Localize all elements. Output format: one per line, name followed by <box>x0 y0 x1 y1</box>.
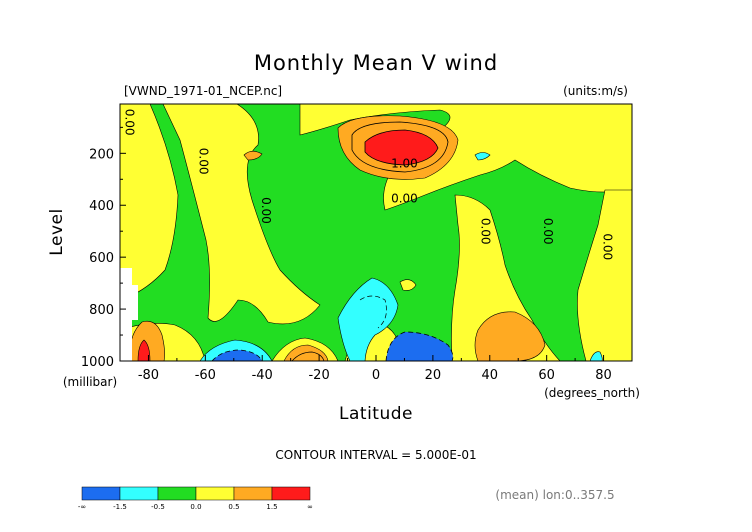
x-tick-label: -40 <box>252 368 273 383</box>
contour-label: 0.00 <box>541 218 555 245</box>
y-tick-label: 1000 <box>81 355 114 370</box>
contour-label: 0.00 <box>478 218 492 245</box>
missing-data-patch <box>120 268 132 361</box>
field-yellow-upper-mid <box>299 104 632 211</box>
averaging-text: (mean) lon:0..357.5 <box>495 488 614 502</box>
x-tick-label: 60 <box>538 368 555 383</box>
contour-line-tropics <box>359 295 387 329</box>
y-tick-label: 200 <box>89 147 114 162</box>
field-orange-lower-40n <box>474 311 546 361</box>
field-yellow-patch-20n <box>399 279 417 291</box>
contour-line-jet <box>351 121 449 173</box>
field-blue-lower-tropics <box>385 331 454 361</box>
dataset-label: [VWND_1971-01_NCEP.nc] <box>124 84 282 98</box>
colorbar-swatch <box>157 486 197 501</box>
y-units-label: (millibar) <box>63 375 117 389</box>
field-red-lower-south <box>137 339 151 361</box>
x-tick-label: -60 <box>195 368 216 383</box>
units-label: (units:m/s) <box>563 84 628 98</box>
contour-label: 0.00 <box>391 192 418 206</box>
colorbar-label: 0.5 <box>228 503 239 511</box>
y-tick-label: 800 <box>89 303 114 318</box>
y-axis-label: Level <box>47 208 67 255</box>
colorbar-swatch <box>195 486 235 501</box>
y-tick-label: 400 <box>89 199 114 214</box>
x-tick-label: 0 <box>372 368 380 383</box>
field-cyan-upper-patch <box>474 152 491 161</box>
y-tick-label: 600 <box>89 251 114 266</box>
field-red-jet-core <box>364 129 439 166</box>
colorbar-label: ∞ <box>307 503 313 511</box>
contour-interval-text: CONTOUR INTERVAL = 5.000E-01 <box>275 448 476 462</box>
contour-label: 0.00 <box>123 109 137 136</box>
missing-data-patch-2 <box>132 285 138 320</box>
colorbar-label: -1.5 <box>113 503 127 511</box>
contour-line-south <box>291 351 325 361</box>
x-tick-label: 20 <box>425 368 442 383</box>
colorbar-swatch <box>119 486 159 501</box>
contour-label: 1.00 <box>391 157 418 171</box>
colorbar-swatch <box>81 486 121 501</box>
field-orange-lower-mid-south <box>283 344 329 361</box>
contour-label: 0.00 <box>259 197 273 224</box>
y-axis: 200 400 600 800 1000 <box>81 126 126 370</box>
x-axis: -80 -60 -40 -20 0 20 40 60 80 <box>119 355 633 383</box>
contour-label: 0.00 <box>197 148 211 175</box>
colorbar-label: 0.0 <box>190 503 201 511</box>
contour-labels: 0.00 0.00 0.00 1.00 0.00 0.00 0.00 0.00 <box>123 109 615 260</box>
field-cyan-lower-north <box>589 351 603 361</box>
colorbar-swatch <box>271 486 311 501</box>
field-orange-upper-patch <box>243 150 263 161</box>
plot-area: 0.00 0.00 0.00 1.00 0.00 0.00 0.00 0.00 <box>120 104 632 361</box>
colorbar-label: -0.5 <box>151 503 165 511</box>
field-yellow-polar-south <box>120 104 179 301</box>
colorbar: -∞ -1.5 -0.5 0.0 0.5 1.5 ∞ <box>78 486 313 511</box>
x-units-label: (degrees_north) <box>544 386 640 400</box>
x-tick-label: -20 <box>308 368 329 383</box>
colorbar-label: -∞ <box>78 503 86 511</box>
field-yellow-band-70n <box>577 189 632 361</box>
chart-title: Monthly Mean V wind <box>254 51 498 75</box>
colorbar-label: 1.5 <box>266 503 277 511</box>
x-tick-label: -80 <box>138 368 159 383</box>
x-axis-label: Latitude <box>339 404 413 424</box>
x-tick-label: 80 <box>595 368 612 383</box>
contour-label: 0.00 <box>601 233 615 260</box>
x-tick-label: 40 <box>482 368 499 383</box>
colorbar-swatch <box>233 486 273 501</box>
field-blue-lower-south <box>211 349 263 361</box>
field-yellow-subtropics-south <box>162 104 321 325</box>
